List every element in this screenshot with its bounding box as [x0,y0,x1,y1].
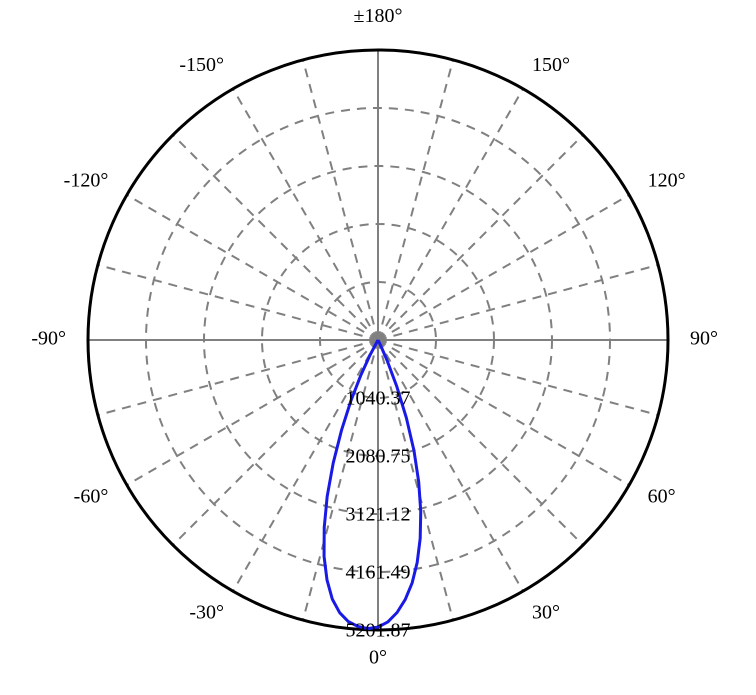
angle-label: -90° [31,328,66,350]
angle-label: -30° [189,601,224,623]
radial-label: 2080.75 [346,446,411,468]
grid-spoke [378,135,583,340]
angle-label: ±180° [354,5,403,27]
grid-spoke [98,340,378,415]
polar-chart: 0° 30° 60° 90° 120° 150° ±180° -150° -120° -90° -6… [0,0,756,695]
grid-spoke [98,265,378,340]
grid-spoke [378,195,629,340]
grid-spoke [378,60,453,340]
angle-label: -60° [74,486,109,508]
angle-label: 30° [532,601,560,623]
grid-spoke [303,60,378,340]
grid-spoke [127,195,378,340]
radial-label: 5201.87 [346,620,411,642]
radial-label: 4161.49 [346,562,411,584]
grid-spoke [127,340,378,485]
angle-label: 0° [369,647,387,669]
grid-spoke [233,89,378,340]
grid-spoke [378,89,523,340]
radial-label: 3121.12 [346,504,411,526]
grid-spoke [378,265,658,340]
angle-label: 60° [648,486,676,508]
angle-label: 150° [532,54,570,76]
grid-spoke [378,340,658,415]
angle-label: -150° [179,54,224,76]
angle-label: -120° [64,170,109,192]
angle-label: 120° [648,170,686,192]
radial-label: 1040.37 [346,388,411,410]
grid-spoke [173,135,378,340]
angle-label: 90° [690,328,718,350]
